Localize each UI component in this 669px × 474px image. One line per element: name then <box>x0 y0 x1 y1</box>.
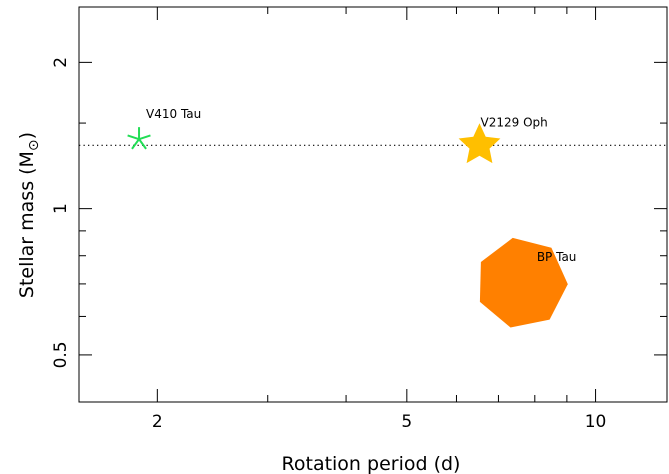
x-tick-label: 2 <box>152 412 163 432</box>
y-axis-title-symbol: ⊙ <box>26 139 42 151</box>
plot-frame <box>78 6 668 403</box>
y-tick-label: 0.5 <box>51 341 71 368</box>
asterisk-ray <box>131 138 140 150</box>
y-axis-title-main: Stellar mass (M <box>16 151 38 298</box>
x-ticks: 2 5 10 <box>152 7 606 432</box>
data-point-v2129-oph <box>458 123 501 164</box>
point-label: BP Tau <box>537 250 577 264</box>
data-point-v410-tau <box>127 127 151 150</box>
x-tick-label: 10 <box>585 412 607 432</box>
y-tick-label: 2 <box>51 57 71 68</box>
point-label: V410 Tau <box>146 107 201 121</box>
asterisk-ray <box>127 134 140 141</box>
y-ticks: 0.5 1 2 <box>51 57 667 368</box>
asterisk-ray <box>138 134 151 141</box>
y-axis-title-close: ) <box>16 132 38 139</box>
plot-border <box>78 6 668 403</box>
point-label: V2129 Oph <box>481 115 548 129</box>
data-points: V410 Tau V2129 Oph BP Tau <box>127 107 577 328</box>
x-tick-label: 5 <box>401 412 412 432</box>
y-tick-label: 1 <box>51 203 71 214</box>
data-point-bp-tau <box>479 237 568 328</box>
asterisk-ray <box>138 138 147 150</box>
x-axis-title: Rotation period (d) <box>282 453 461 474</box>
y-axis-title: Stellar mass (M⊙) <box>16 132 42 298</box>
